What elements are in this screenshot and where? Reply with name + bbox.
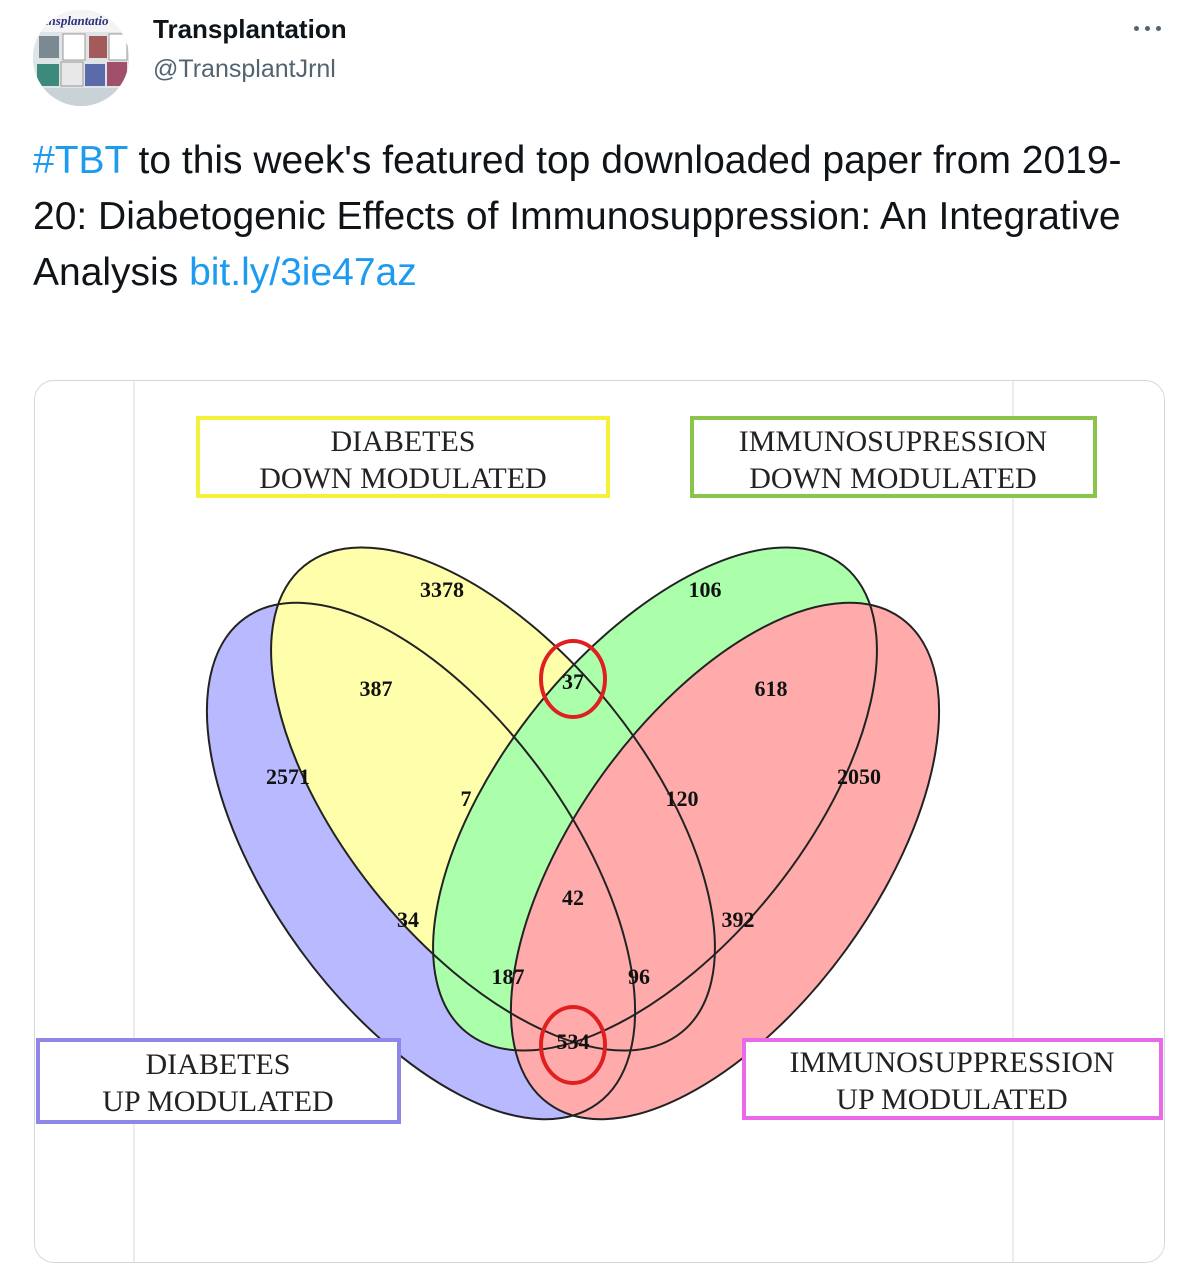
avatar-wordmark: ransplantatio bbox=[37, 13, 109, 28]
more-horizontal-icon[interactable] bbox=[1128, 14, 1168, 44]
hashtag-link[interactable]: #TBT bbox=[33, 139, 128, 182]
region-all-four: 42 bbox=[562, 885, 584, 910]
label-diabetes-up-line1: DIABETES bbox=[146, 1048, 291, 1081]
label-box-immuno-down bbox=[690, 416, 1097, 498]
tweet-text: #TBT to this week's featured top downloa… bbox=[33, 133, 1143, 301]
label-box-diabetes-up bbox=[36, 1038, 401, 1124]
region-only-diabetes-down: 3378 bbox=[420, 577, 464, 602]
region-only-immuno-down: 106 bbox=[689, 577, 722, 602]
region-ddown-idown: 37 bbox=[562, 669, 584, 694]
label-diabetes-down-line1: DIABETES bbox=[331, 425, 476, 458]
label-box-diabetes-down bbox=[196, 416, 610, 498]
region-dup-idown-iup: 187 bbox=[492, 964, 525, 989]
label-immuno-down-line1: IMMUNOSUPRESSION bbox=[739, 425, 1047, 458]
region-ddown-idown-iup: 120 bbox=[666, 786, 699, 811]
avatar[interactable]: ransplantatio bbox=[33, 10, 129, 106]
label-diabetes-up-line2: UP MODULATED bbox=[102, 1085, 333, 1118]
label-diabetes-down-line2: DOWN MODULATED bbox=[259, 462, 546, 495]
label-immuno-up-line2: UP MODULATED bbox=[836, 1083, 1067, 1116]
region-idown-iup: 618 bbox=[755, 676, 788, 701]
region-only-immuno-up: 2050 bbox=[837, 764, 881, 789]
set-immuno-up bbox=[510, 602, 940, 1120]
region-dup-ddown: 387 bbox=[360, 676, 393, 701]
label-immuno-down-line2: DOWN MODULATED bbox=[749, 462, 1036, 495]
highlight-circle-534 bbox=[539, 1005, 607, 1085]
url-link[interactable]: bit.ly/3ie47az bbox=[189, 251, 417, 294]
tweet-body: to this week's featured top downloaded p… bbox=[33, 139, 1122, 294]
tweet-media[interactable]: 3378 106 2571 2050 387 37 618 7 120 42 3… bbox=[34, 380, 1165, 1263]
region-dup-idown: 34 bbox=[397, 907, 419, 932]
region-dup-ddown-idown: 7 bbox=[461, 786, 472, 811]
region-dup-iup: 534 bbox=[557, 1029, 590, 1054]
label-box-immuno-up bbox=[742, 1038, 1163, 1120]
region-ddown-iup: 392 bbox=[722, 907, 755, 932]
highlight-circle-37 bbox=[539, 639, 607, 719]
author-handle[interactable]: @TransplantJrnl bbox=[153, 55, 336, 83]
label-immuno-up-line1: IMMUNOSUPPRESSION bbox=[789, 1046, 1114, 1079]
region-only-diabetes-up: 2571 bbox=[266, 764, 310, 789]
author-name[interactable]: Transplantation bbox=[153, 14, 347, 44]
region-dup-ddown-iup: 96 bbox=[628, 964, 650, 989]
